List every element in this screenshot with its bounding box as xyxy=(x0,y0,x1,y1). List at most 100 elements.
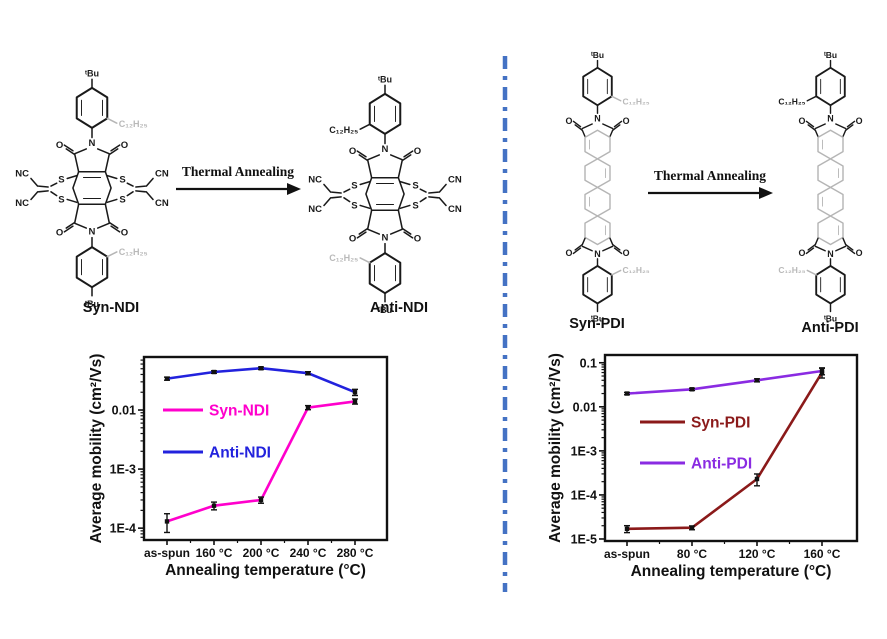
oxygen-label: O xyxy=(349,146,356,157)
tbu-label: ᵗBu xyxy=(85,68,99,78)
tbu-label: ᵗBu xyxy=(85,299,99,309)
anti-pdi-structure: ᵗBu C₁₂H₂₅ N O O O O N xyxy=(778,50,863,323)
reaction-arrow-icon xyxy=(176,183,301,195)
svg-text:1E-4: 1E-4 xyxy=(571,488,597,502)
oxygen-label: O xyxy=(798,116,805,126)
chain-label: C₁₂H₂₅ xyxy=(329,125,358,135)
oxygen-label: O xyxy=(56,228,63,239)
cyano-label: NC xyxy=(308,175,322,186)
tbu-label: ᵗBu xyxy=(824,313,837,323)
oxygen-label: O xyxy=(414,234,421,245)
chain-label: C₁₂H₂₅ xyxy=(778,96,805,106)
sulfur-label: S xyxy=(119,174,125,185)
reaction-condition-text: Thermal Annealing xyxy=(181,164,295,179)
sulfur-label: S xyxy=(58,174,64,185)
sulfur-label: S xyxy=(351,180,357,191)
sulfur-label: S xyxy=(412,180,418,191)
tbu-label: ᵗBu xyxy=(378,305,392,315)
svg-text:Anti-PDI: Anti-PDI xyxy=(691,456,752,473)
svg-text:Anti-NDI: Anti-NDI xyxy=(209,445,271,462)
left-panel: ᵗBu C₁₂H₂₅ N O O O O S S xyxy=(15,68,462,579)
reaction-condition-text: Thermal Annealing xyxy=(653,168,767,183)
nitrogen-label: N xyxy=(382,233,389,244)
tbu-label: ᵗBu xyxy=(378,74,392,84)
cyano-label: NC xyxy=(15,198,29,209)
sulfur-label: S xyxy=(351,200,357,211)
tbu-label: ᵗBu xyxy=(591,50,604,60)
oxygen-label: O xyxy=(798,248,805,258)
oxygen-label: O xyxy=(565,248,572,258)
oxygen-label: O xyxy=(623,248,630,258)
svg-text:80 °C: 80 °C xyxy=(677,547,707,561)
nitrogen-label: N xyxy=(827,113,833,123)
panel-divider xyxy=(502,56,508,592)
chain-label: C₁₂H₂₅ xyxy=(119,119,148,129)
svg-text:Average mobility (cm²/Vs): Average mobility (cm²/Vs) xyxy=(88,354,105,544)
syn-ndi-structure: ᵗBu C₁₂H₂₅ N O O O O S S xyxy=(15,68,169,309)
thermal-annealing-reaction: Thermal Annealing xyxy=(174,164,302,201)
product-label: Anti-PDI xyxy=(801,320,859,336)
nitrogen-label: N xyxy=(827,249,833,259)
svg-text:120 °C: 120 °C xyxy=(739,547,776,561)
sulfur-label: S xyxy=(119,194,125,205)
svg-text:1E-5: 1E-5 xyxy=(571,532,597,546)
svg-text:Annealing temperature (°C): Annealing temperature (°C) xyxy=(165,562,366,579)
reactant-label: Syn-PDI xyxy=(569,316,625,332)
product-label: Anti-NDI xyxy=(370,300,428,316)
cyano-label: CN xyxy=(448,175,462,186)
oxygen-label: O xyxy=(856,116,863,126)
chain-label: C₁₂H₂₅ xyxy=(329,253,358,263)
thermal-annealing-reaction: Thermal Annealing xyxy=(646,168,774,205)
svg-text:as-spun: as-spun xyxy=(604,547,650,561)
sulfur-label: S xyxy=(412,200,418,211)
cyano-label: NC xyxy=(15,169,29,180)
svg-text:160 °C: 160 °C xyxy=(804,547,841,561)
svg-text:Syn-NDI: Syn-NDI xyxy=(209,403,269,420)
nitrogen-label: N xyxy=(594,249,600,259)
chain-label: C₁₂H₂₅ xyxy=(119,247,148,257)
svg-text:240 °C: 240 °C xyxy=(290,546,327,560)
chain-label: C₁₂H₂₅ xyxy=(623,265,650,275)
nitrogen-label: N xyxy=(89,227,96,238)
chain-label: C₁₂H₂₅ xyxy=(623,96,650,106)
chain-label: C₁₂H₂₅ xyxy=(778,265,805,275)
svg-text:280 °C: 280 °C xyxy=(337,546,374,560)
svg-text:Syn-PDI: Syn-PDI xyxy=(691,415,750,432)
svg-text:200 °C: 200 °C xyxy=(243,546,280,560)
cyano-label: CN xyxy=(448,204,462,215)
nitrogen-label: N xyxy=(89,138,96,149)
reaction-arrow-icon xyxy=(648,187,773,199)
svg-text:Average mobility (cm²/Vs): Average mobility (cm²/Vs) xyxy=(547,353,564,543)
oxygen-label: O xyxy=(856,248,863,258)
oxygen-label: O xyxy=(623,116,630,126)
svg-text:1E-3: 1E-3 xyxy=(571,444,597,458)
svg-text:1E-4: 1E-4 xyxy=(110,522,136,536)
svg-text:0.1: 0.1 xyxy=(580,356,597,370)
syn-pdi-structure: ᵗBu C₁₂H₂₅ N O O O O N xyxy=(565,50,650,323)
oxygen-label: O xyxy=(414,146,421,157)
cyano-label: NC xyxy=(308,204,322,215)
nitrogen-label: N xyxy=(594,113,600,123)
nitrogen-label: N xyxy=(382,144,389,155)
svg-text:160 °C: 160 °C xyxy=(196,546,233,560)
pdi-mobility-chart: 0.1 0.01 1E-3 1E-4 1E-5 as-spun 80 °C 120 °C 160… xyxy=(547,353,859,580)
ndi-mobility-chart: 0.01 1E-3 1E-4 as-spun 160 °C 200 °C 240 °C 280… xyxy=(88,354,389,579)
sulfur-label: S xyxy=(58,194,64,205)
oxygen-label: O xyxy=(121,140,128,151)
cyano-label: CN xyxy=(155,169,169,180)
svg-text:1E-3: 1E-3 xyxy=(110,463,136,477)
tbu-label: ᵗBu xyxy=(591,313,604,323)
cyano-label: CN xyxy=(155,198,169,209)
svg-text:0.01: 0.01 xyxy=(573,400,597,414)
svg-text:Annealing temperature (°C): Annealing temperature (°C) xyxy=(631,563,832,580)
oxygen-label: O xyxy=(565,116,572,126)
oxygen-label: O xyxy=(349,234,356,245)
right-panel: ᵗBu C₁₂H₂₅ N O O O O N xyxy=(515,0,887,639)
anti-ndi-structure: ᵗBu C₁₂H₂₅ N O O O O S S xyxy=(308,74,462,315)
reactant-label: Syn-NDI xyxy=(82,300,140,316)
oxygen-label: O xyxy=(56,140,63,151)
tbu-label: ᵗBu xyxy=(824,50,837,60)
svg-text:0.01: 0.01 xyxy=(112,404,136,418)
svg-text:as-spun: as-spun xyxy=(144,546,190,560)
